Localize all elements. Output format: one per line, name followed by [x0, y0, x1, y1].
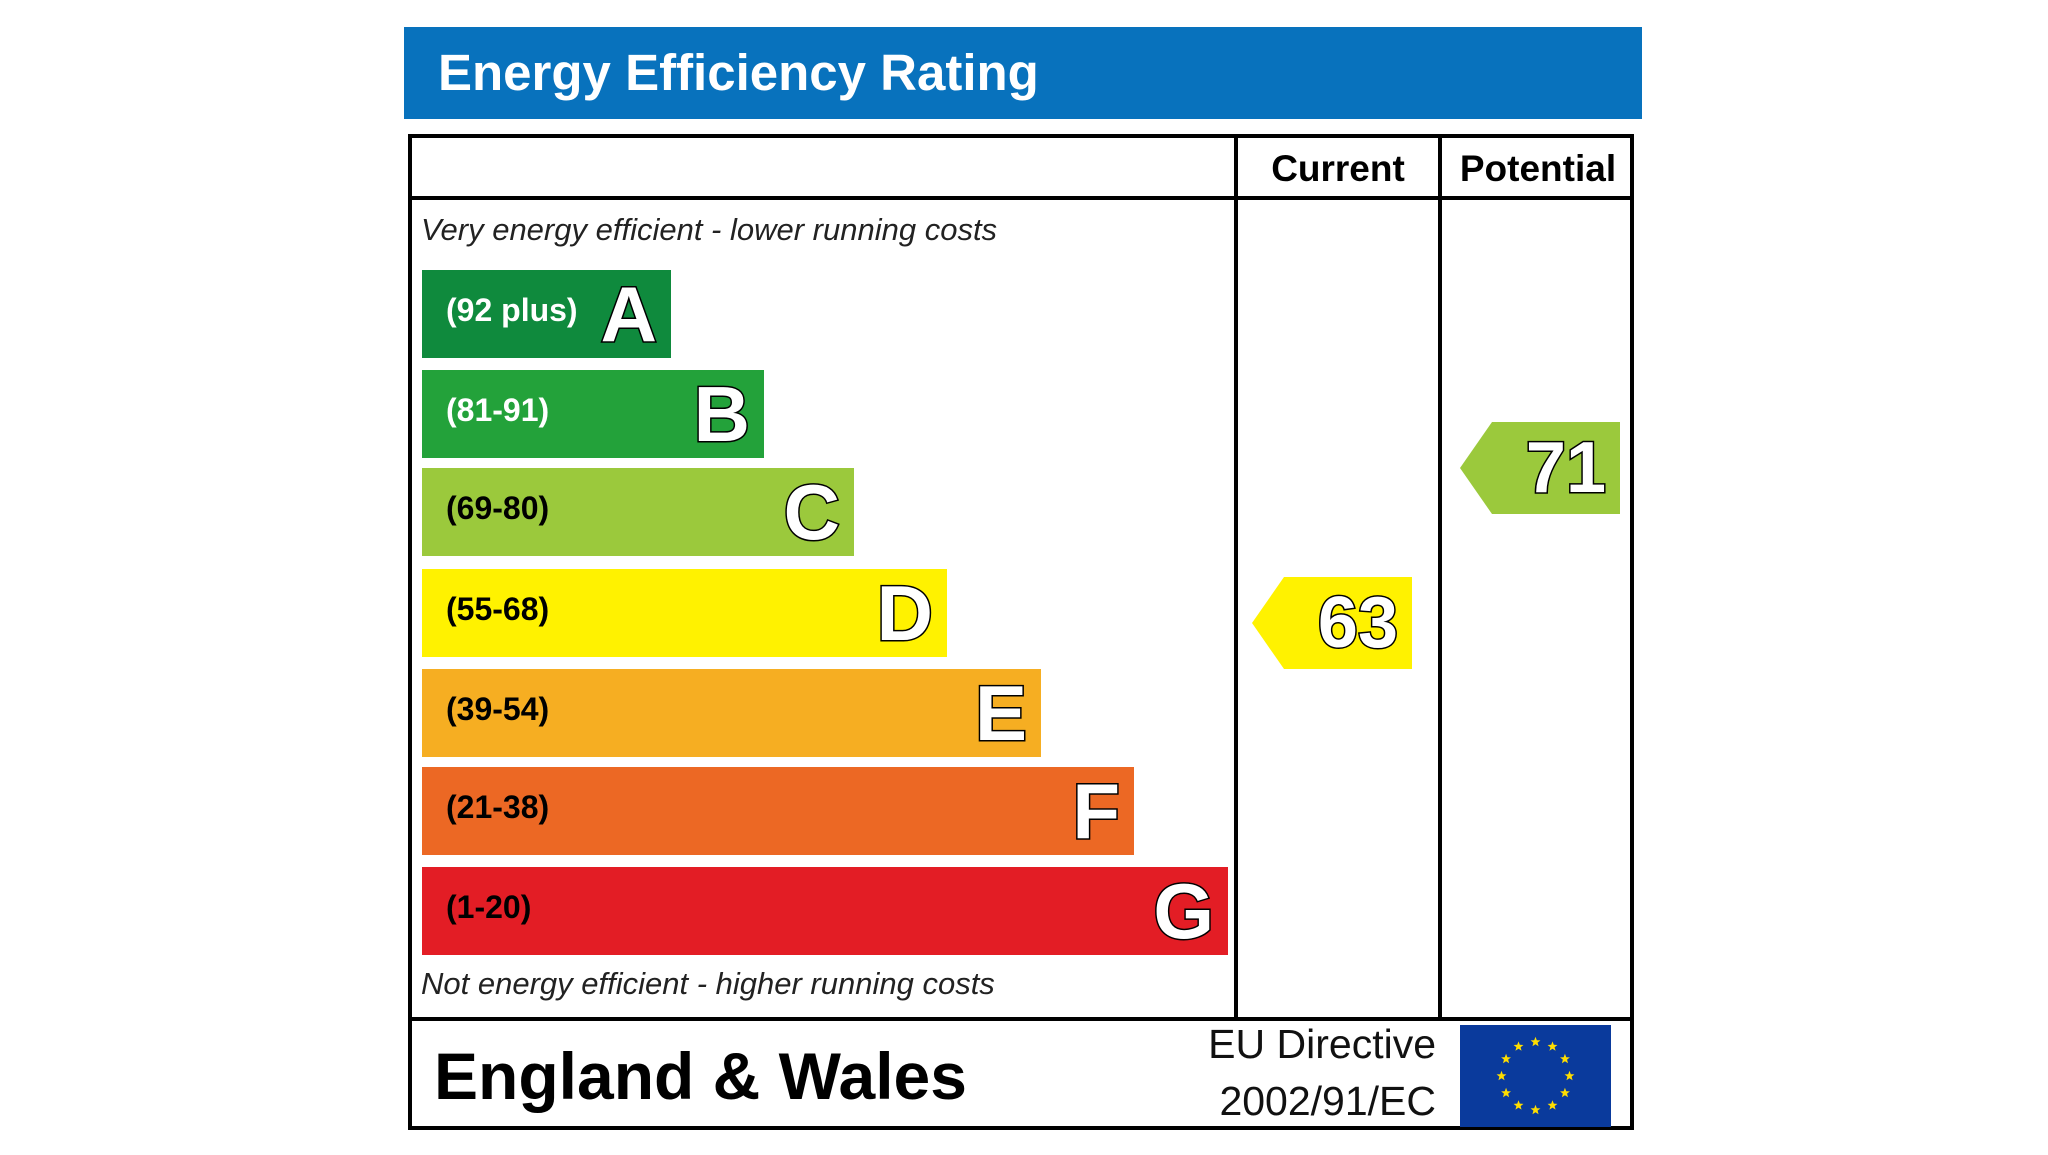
- eu-star-icon: [1501, 1053, 1511, 1064]
- eu-star-icon: [1547, 1100, 1558, 1110]
- band-c-letter: C: [782, 468, 841, 556]
- footer-country: England & Wales: [434, 1039, 967, 1113]
- eu-star-icon: [1530, 1036, 1541, 1047]
- potential-column-header: Potential: [1459, 148, 1617, 189]
- potential-rating-value: 71: [1524, 427, 1607, 510]
- potential-rating-arrow: 71: [1460, 422, 1620, 514]
- band-e-range: (39-54): [446, 691, 550, 727]
- band-a: (92 plus) A: [422, 270, 671, 358]
- directive-line-2: 2002/91/EC: [1219, 1078, 1436, 1124]
- header-divider: [408, 196, 1634, 200]
- footer-divider: [408, 1017, 1634, 1021]
- eu-star-icon: [1564, 1070, 1575, 1081]
- current-rating-arrow: 63: [1252, 577, 1412, 669]
- potential-column-divider: [1438, 134, 1442, 1019]
- band-b-letter: B: [692, 370, 751, 458]
- band-e-letter: E: [973, 669, 1028, 757]
- current-arrow-shape: [1252, 577, 1412, 669]
- band-f-range: (21-38): [446, 789, 550, 825]
- current-column-divider: [1234, 134, 1238, 1019]
- eu-star-icon: [1513, 1100, 1524, 1110]
- band-g-range: (1-20): [446, 889, 532, 925]
- eu-star-icon: [1547, 1041, 1558, 1051]
- eu-star-icon: [1560, 1053, 1570, 1064]
- current-column-header: Current: [1271, 148, 1405, 189]
- eu-star-icon: [1560, 1087, 1570, 1098]
- band-d-letter: D: [875, 569, 934, 657]
- current-rating-value: 63: [1316, 582, 1399, 665]
- band-e: (39-54) E: [422, 669, 1041, 757]
- band-g: (1-20) G: [422, 867, 1228, 955]
- title-bar: Energy Efficiency Rating: [404, 27, 1642, 119]
- band-a-range: (92 plus): [446, 292, 578, 328]
- potential-arrow-shape: [1460, 422, 1620, 514]
- eu-flag-icon: [1460, 1025, 1611, 1127]
- band-d: (55-68) D: [422, 569, 947, 657]
- eu-star-icon: [1513, 1041, 1524, 1051]
- bottom-caption: Not energy efficient - higher running co…: [421, 966, 995, 1001]
- directive-line-1: EU Directive: [1208, 1021, 1436, 1067]
- eu-star-icon: [1496, 1070, 1507, 1081]
- band-g-letter: G: [1152, 867, 1216, 955]
- band-f: (21-38) F: [422, 767, 1134, 855]
- band-c: (69-80) C: [422, 468, 854, 556]
- potential-arrow-fill: [1460, 422, 1620, 514]
- chart-title: Energy Efficiency Rating: [438, 44, 1039, 101]
- eu-star-icon: [1530, 1104, 1541, 1115]
- band-d-range: (55-68): [446, 591, 550, 627]
- band-b: (81-91) B: [422, 370, 764, 458]
- band-c-range: (69-80): [446, 490, 550, 526]
- band-a-letter: A: [599, 270, 658, 358]
- band-b-range: (81-91): [446, 392, 550, 428]
- eu-star-icon: [1501, 1087, 1511, 1098]
- top-caption: Very energy efficient - lower running co…: [421, 212, 998, 247]
- current-arrow-fill: [1252, 577, 1412, 669]
- band-f-letter: F: [1071, 767, 1122, 855]
